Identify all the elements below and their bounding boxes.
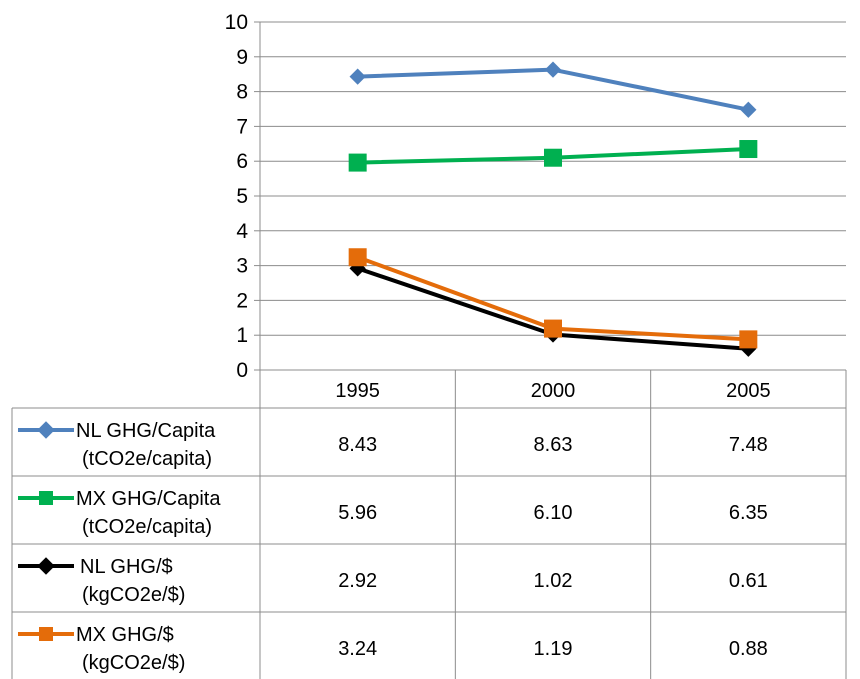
- legend-series-name: NL GHG/$: [80, 556, 173, 578]
- y-axis: 0 1 2 3 4 5 6 7 8 9 10: [225, 11, 261, 382]
- table-cell-value: 7.48: [729, 434, 768, 456]
- data-point: [740, 101, 757, 118]
- table-cell-value: 8.43: [338, 434, 377, 456]
- table-cell-value: 1.02: [534, 570, 573, 592]
- y-tick-label: 6: [236, 150, 248, 173]
- data-point: [348, 153, 367, 172]
- data-table: 1995 2000 2005 NL GHG/Capita (tCO2e/capita) 8…: [11, 369, 847, 679]
- y-tick-label: 0: [236, 359, 248, 382]
- legend-diamond-marker: [37, 557, 55, 575]
- y-tick-label: 3: [236, 255, 248, 278]
- data-point: [739, 140, 758, 159]
- table-cell-value: 0.88: [729, 638, 768, 660]
- y-tick-label: 9: [236, 46, 248, 69]
- x-tick-label: 2005: [726, 380, 771, 402]
- legend-square-marker: [39, 627, 53, 641]
- legend-series-name: NL GHG/Capita: [76, 420, 216, 442]
- y-tick-label: 8: [236, 81, 248, 104]
- legend-series-unit: (tCO2e/capita): [82, 448, 212, 470]
- legend-square-marker: [39, 491, 53, 505]
- legend-series-unit: (kgCO2e/$): [82, 652, 185, 674]
- y-tick-label: 2: [236, 289, 248, 312]
- table-cell-value: 1.19: [534, 638, 573, 660]
- data-point: [739, 330, 758, 349]
- y-tick-label: 4: [236, 220, 248, 243]
- y-tick-label: 1: [236, 324, 248, 347]
- plot-area: [348, 61, 758, 357]
- table-cell-value: 0.61: [729, 570, 768, 592]
- data-point: [349, 68, 366, 85]
- y-tick-label: 5: [236, 185, 248, 208]
- y-tick-label: 10: [225, 11, 248, 34]
- legend-series-name: MX GHG/Capita: [76, 488, 221, 510]
- x-tick-label: 2000: [531, 380, 576, 402]
- y-tick-label: 7: [236, 115, 248, 138]
- table-cell-value: 6.35: [729, 502, 768, 524]
- x-tick-label: 1995: [335, 380, 380, 402]
- table-cell-value: 3.24: [338, 638, 377, 660]
- table-cell-value: 8.63: [534, 434, 573, 456]
- table-cell-value: 5.96: [338, 502, 377, 524]
- data-point: [544, 148, 562, 167]
- legend-series-unit: (kgCO2e/$): [82, 584, 185, 606]
- table-cell-value: 2.92: [338, 570, 377, 592]
- data-point: [348, 248, 367, 267]
- table-cell-value: 6.10: [534, 502, 573, 524]
- data-point: [544, 319, 562, 338]
- legend-series-unit: (tCO2e/capita): [82, 516, 212, 538]
- legend-series-name: MX GHG/$: [76, 624, 174, 646]
- legend-diamond-marker: [37, 421, 55, 439]
- data-point: [544, 61, 562, 78]
